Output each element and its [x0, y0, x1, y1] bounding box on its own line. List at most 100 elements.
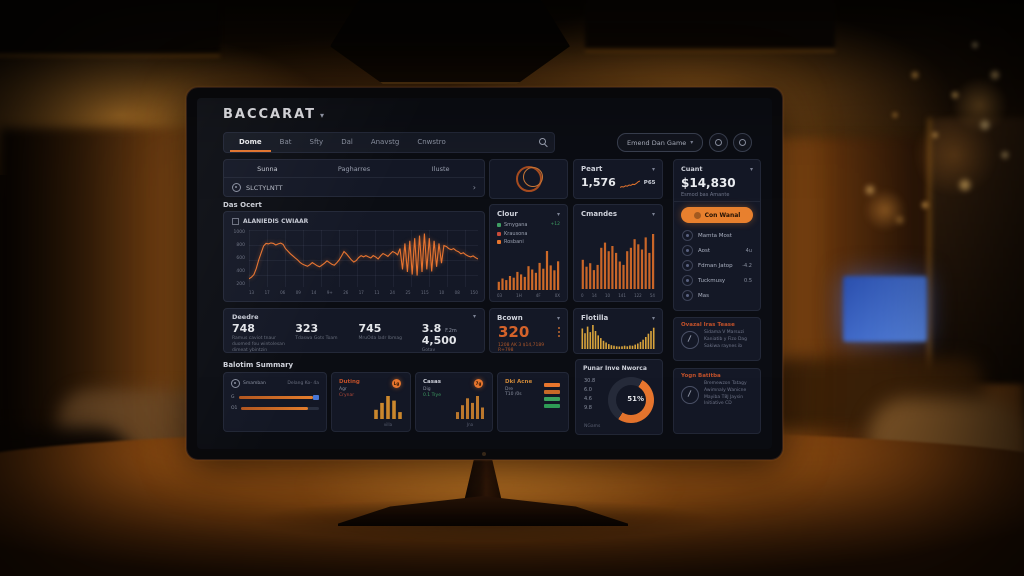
menu-item[interactable]: Fdman Jatop -4.2 [674, 258, 760, 273]
primary-action-button[interactable]: Con Wanal [681, 207, 753, 223]
chevron-down-icon[interactable]: ▾ [651, 314, 655, 322]
profile-button[interactable] [733, 133, 752, 152]
monitor-logo-dot [482, 452, 486, 456]
checkbox-icon [232, 218, 239, 225]
kpi-value: 1,576 [581, 176, 616, 189]
mini-bar-chart [373, 395, 403, 419]
progress-summary-card: Smamban Delang Ko- 4a G O1 [223, 372, 327, 432]
compass-icon [681, 385, 699, 404]
summary-line: T10 /0s [505, 392, 522, 397]
y-axis-ticks: 1000 800 600 400 200 [233, 230, 245, 287]
filter-card: Sunna Pagharres Iluste SLCTYLNTT › [223, 159, 485, 197]
face-icon [682, 260, 693, 271]
flotilla-chart-card: Flotilla ▾ [573, 308, 663, 354]
chevron-down-icon[interactable]: ▾ [320, 111, 327, 120]
user-icon [232, 183, 241, 192]
search-button[interactable] [539, 133, 548, 152]
chevron-down-icon: ▾ [690, 139, 694, 146]
nav-tab-anavstg[interactable]: Anavstg [370, 137, 400, 146]
bcown-stat-card: Bcown ▾ 320 1208 AK 3 $14,7189 R+798 [489, 308, 568, 353]
nav-tab-dome[interactable]: Dome [230, 133, 271, 152]
summary-section-title: Balotim Summary [223, 361, 294, 369]
main-line-chart-card: ALANIEDIS CWIAAR 1000 800 600 400 200 13 17 06… [223, 211, 485, 302]
menu-item[interactable]: Mas [674, 288, 760, 303]
chevron-down-icon[interactable]: ▾ [472, 313, 476, 320]
game-selector-pill[interactable]: Emend Dan Game ▾ [617, 133, 704, 152]
chevron-down-icon[interactable]: ▾ [651, 210, 655, 218]
notifications-button[interactable] [709, 133, 728, 152]
clour-chart-card: Clour ▾ Smygana +12 Krausona Rosbani 03 1H 4… [489, 204, 568, 302]
app-title: BACCARAT ▾ [223, 107, 327, 122]
badge: 7g [474, 379, 483, 388]
ceiling-coffer-center [330, 0, 570, 84]
legend-dot [497, 223, 501, 228]
mini-bar-chart [455, 395, 485, 419]
stats-bar-card: Deedre ▾ 748 Ramus caviot tnaur duomed fo… [223, 308, 485, 353]
card-title: Flotilla [581, 314, 609, 322]
menu-item[interactable]: Tuckmusy 0.5 [674, 273, 760, 288]
chevron-down-icon[interactable]: ▾ [556, 314, 560, 322]
casas-summary-card: Casas Dig 0.1 Trye 7g Jna [415, 372, 493, 432]
gauge-stats: 30.8 6.0 4.6 9.8 [584, 378, 596, 411]
summary-line: Dre [505, 387, 513, 392]
chart-caption: villa [383, 422, 393, 427]
stats-header: Deedre [232, 313, 259, 321]
search-row[interactable]: SLCTYLNTT › [224, 177, 484, 197]
nav-tab-dal[interactable]: Dal [341, 137, 353, 146]
legend: Smygana +12 Krausona Rosbani [490, 220, 567, 248]
card-title: Punar Inve Nworca [583, 365, 647, 372]
series-toggle[interactable]: ALANIEDIS CWIAAR [232, 218, 308, 225]
stat-big-value: 320 [498, 323, 530, 341]
x-axis-ticks: 03 1H 4F 0X [497, 293, 560, 298]
filter-tab-iluste[interactable]: Iluste [431, 164, 450, 173]
chevron-down-icon[interactable]: ▾ [651, 165, 655, 173]
legend-dot [497, 240, 501, 245]
people-icon [682, 275, 693, 286]
bar-chart [581, 324, 655, 349]
chevron-down-icon[interactable]: ▾ [556, 210, 560, 218]
chevron-down-icon[interactable]: ▾ [749, 165, 753, 173]
ceiling-coffer-left [0, 0, 220, 57]
card-title: Clour [497, 210, 518, 218]
stat-item: 748 Ramus caviot tnaur duomed fou wintol… [232, 322, 285, 354]
nav-tab-bat[interactable]: Bat [279, 137, 292, 146]
kpi-badge: P65 [643, 179, 656, 186]
user-icon [739, 139, 746, 146]
filter-tab-pagharres[interactable]: Pagharres [337, 164, 371, 173]
logo-card [489, 159, 568, 199]
summary-line: 0.1 Trye [423, 393, 441, 398]
strategy-info-card: Yogn Batitba Bremewzon Tatagy Awimnaly W… [673, 368, 761, 434]
kebab-menu-icon[interactable] [558, 327, 560, 337]
menu-item[interactable]: Aost 4u [674, 243, 760, 258]
wall-tv-screen [843, 276, 927, 342]
legend-dot [497, 231, 501, 236]
card-title: Casas [423, 379, 442, 385]
gauge-icon [681, 331, 699, 350]
summary-line: Dig [423, 387, 431, 392]
info-lines: Bremewzon Tatagy Awimnaly Wanicne Mayiba… [704, 381, 747, 407]
progress-bar [241, 407, 319, 410]
line-plot [248, 230, 479, 287]
nav-tab-cnwstro[interactable]: Cnwstro [417, 137, 446, 146]
bar-chart [581, 233, 655, 290]
nav-tab-sfty[interactable]: Sfty [309, 137, 324, 146]
series-label: ALANIEDIS CWIAAR [243, 218, 309, 225]
clock-icon [682, 230, 693, 241]
stat-item: 3.8 F.2m 4,500 Gotav [421, 322, 457, 354]
bar-chart [497, 250, 560, 290]
breaking-summary-card: Dki Acne Dre T10 /0s [497, 372, 569, 432]
sparkline [619, 176, 640, 189]
dashboard-screen: BACCARAT ▾ Dome Bat Sfty Dal Anavstg Cnws… [197, 98, 772, 449]
card-title: Dki Acne [505, 379, 533, 385]
chandelier-small [830, 160, 950, 280]
filter-tab-sunna[interactable]: Sunna [257, 164, 278, 173]
chevron-right-icon: › [472, 183, 476, 192]
stat-icon [231, 379, 240, 388]
card-title: Cmandes [581, 210, 618, 218]
menu-item[interactable]: Mamta Most [674, 228, 760, 243]
cmandes-chart-card: Cmandes ▾ 0 14 10 141 122 54 [573, 204, 663, 302]
peart-kpi-card: Peart ▾ 1,576 P65 [573, 159, 663, 199]
duting-summary-card: Duting Agr Crynar Lg villa [331, 372, 411, 432]
x-axis-ticks: 0 14 10 141 122 54 [581, 293, 655, 298]
stat-item: 745 MruOda ladr Ibmag [358, 322, 403, 342]
